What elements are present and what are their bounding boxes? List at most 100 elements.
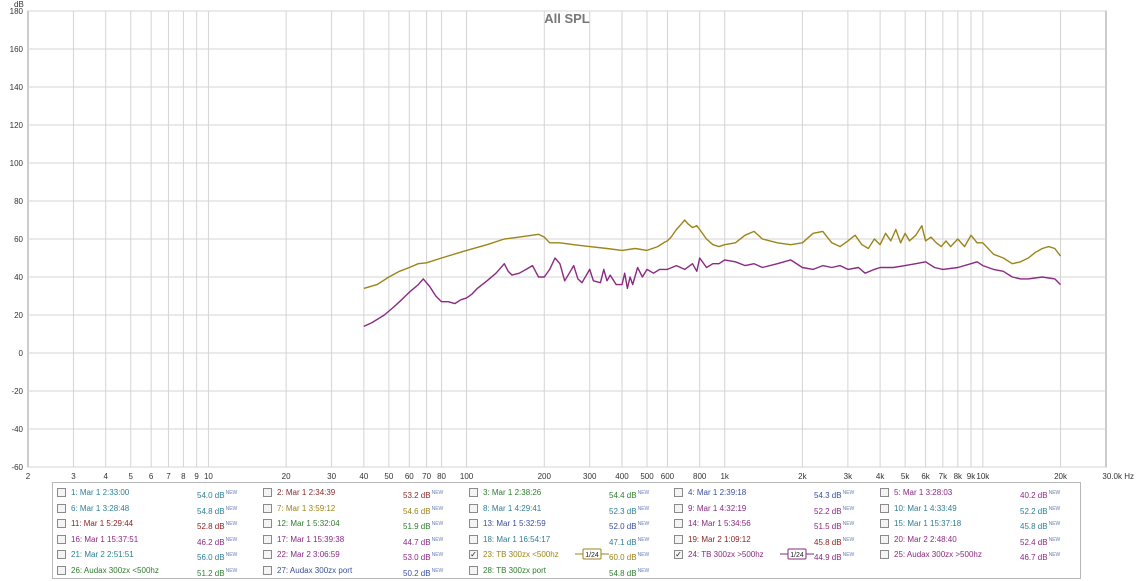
legend-item[interactable]: 13: Mar 1 5:32:59 52.0 dBNEW: [469, 517, 669, 531]
legend-value: 60.0 dBNEW: [609, 549, 649, 564]
legend-checkbox[interactable]: [57, 534, 66, 544]
legend-item[interactable]: ✓ 23: TB 300zx <500hz 1/24 60.0 dBNEW: [469, 548, 669, 562]
smoothing-label: 1/24: [585, 552, 599, 559]
x-tick-label: 10k: [976, 472, 990, 481]
legend-item[interactable]: 6: Mar 1 3:28:48 54.8 dBNEW: [57, 502, 257, 516]
legend-value-text: 52.4 dB: [1020, 537, 1048, 547]
new-badge: NEW: [431, 567, 444, 574]
legend-item[interactable]: 10: Mar 1 4:33:49 52.2 dBNEW: [880, 502, 1080, 516]
x-tick-label: 6k: [921, 472, 930, 481]
legend-item[interactable]: 19: Mar 2 1:09:12 45.8 dBNEW: [674, 533, 874, 547]
new-badge: NEW: [225, 505, 238, 512]
x-tick-label: 9: [194, 472, 199, 481]
legend-value: 44.9 dBNEW: [814, 549, 854, 564]
legend-value-text: 47.1 dB: [609, 537, 637, 547]
legend-item[interactable]: 28: TB 300zx port 54.8 dBNEW: [469, 564, 669, 578]
legend-item[interactable]: 22: Mar 2 3:06:59 53.0 dBNEW: [263, 548, 463, 562]
legend-item[interactable]: 3: Mar 1 2:38:26 54.4 dBNEW: [469, 486, 669, 500]
x-tick-label: 30: [327, 472, 336, 481]
legend-item[interactable]: 9: Mar 1 4:32:19 52.2 dBNEW: [674, 502, 874, 516]
legend-checkbox[interactable]: [57, 550, 66, 559]
legend-item[interactable]: 21: Mar 2 2:51:51 56.0 dBNEW: [57, 548, 257, 562]
legend-checkbox[interactable]: [880, 503, 889, 513]
legend-name: 9: Mar 1 4:32:19: [688, 503, 747, 513]
x-tick-label: 600: [661, 472, 675, 481]
y-tick-label: 80: [14, 197, 23, 206]
legend-name: 28: TB 300zx port: [483, 565, 546, 575]
legend-checkbox[interactable]: [469, 565, 478, 575]
x-tick-label: 3k: [844, 472, 853, 481]
new-badge: NEW: [637, 567, 650, 574]
x-tick-label: 50: [384, 472, 393, 481]
legend-value: 52.2 dBNEW: [814, 503, 854, 518]
legend-item[interactable]: 7: Mar 1 3:59:12 54.6 dBNEW: [263, 502, 463, 516]
smoothing-box: [582, 548, 602, 560]
legend-item[interactable]: 25: Audax 300zx >500hz 46.7 dBNEW: [880, 548, 1080, 562]
legend-item[interactable]: 27: Audax 300zx port 50.2 dBNEW: [263, 564, 463, 578]
x-tick-label: 500: [640, 472, 654, 481]
new-badge: NEW: [1048, 490, 1061, 496]
legend-checkbox[interactable]: [469, 534, 478, 544]
smoothing-indicator[interactable]: 1/24: [575, 548, 609, 560]
legend-item[interactable]: 14: Mar 1 5:34:56 51.5 dBNEW: [674, 517, 874, 531]
legend-value-text: 40.2 dB: [1020, 491, 1048, 500]
legend-checkbox[interactable]: [57, 503, 66, 513]
legend-checkbox[interactable]: [674, 503, 683, 513]
x-tick-label: 3: [71, 472, 76, 481]
legend-checkbox[interactable]: [880, 534, 889, 544]
legend-name: 24: TB 300zx >500hz: [688, 550, 764, 559]
legend-checkbox[interactable]: [674, 519, 683, 528]
legend-item[interactable]: 5: Mar 1 3:28:03 40.2 dBNEW: [880, 486, 1080, 500]
legend-value-text: 51.5 dB: [814, 522, 842, 531]
legend-name: 16: Mar 1 15:37:51: [71, 534, 139, 544]
new-badge: NEW: [431, 505, 444, 512]
legend-item[interactable]: ✓ 24: TB 300zx >500hz 1/24 44.9 dBNEW: [674, 548, 874, 562]
legend-value-text: 54.6 dB: [403, 506, 431, 516]
legend-item[interactable]: 20: Mar 2 2:48:40 52.4 dBNEW: [880, 533, 1080, 547]
legend-checkbox[interactable]: ✓: [469, 550, 478, 559]
legend-checkbox[interactable]: [263, 565, 272, 575]
legend-name: 18: Mar 1 16:54:17: [483, 534, 551, 544]
legend-checkbox[interactable]: [263, 534, 272, 544]
legend-checkbox[interactable]: [880, 519, 889, 528]
legend-item[interactable]: 4: Mar 1 2:39:18 54.3 dBNEW: [674, 486, 874, 500]
legend-checkbox[interactable]: [880, 550, 889, 559]
legend-name: 8: Mar 1 4:29:41: [483, 503, 542, 513]
legend-value-text: 54.0 dB: [197, 491, 225, 500]
legend-checkbox[interactable]: [57, 488, 66, 497]
legend-item[interactable]: 11: Mar 1 5:29:44 52.8 dBNEW: [57, 517, 257, 531]
x-tick-label: 8: [181, 472, 186, 481]
legend-checkbox[interactable]: [469, 519, 478, 528]
legend-value-text: 44.7 dB: [403, 537, 431, 547]
legend-checkbox[interactable]: [674, 488, 683, 497]
legend-item[interactable]: 15: Mar 1 15:37:18 45.8 dBNEW: [880, 517, 1080, 531]
legend-item[interactable]: 17: Mar 1 15:39:38 44.7 dBNEW: [263, 533, 463, 547]
legend-item[interactable]: 26: Audax 300zx <500hz 51.2 dBNEW: [57, 564, 257, 578]
legend-checkbox[interactable]: [469, 488, 478, 497]
legend-name: 13: Mar 1 5:32:59: [483, 519, 546, 528]
smoothing-indicator[interactable]: 1/24: [780, 548, 814, 560]
legend-checkbox[interactable]: [263, 550, 272, 559]
legend-value: 54.3 dBNEW: [814, 487, 854, 502]
legend-item[interactable]: 16: Mar 1 15:37:51 46.2 dBNEW: [57, 533, 257, 547]
legend-checkbox[interactable]: [263, 488, 272, 497]
legend-checkbox[interactable]: [263, 503, 272, 513]
new-badge: NEW: [431, 490, 444, 496]
legend-item[interactable]: 1: Mar 1 2:33:00 54.0 dBNEW: [57, 486, 257, 500]
legend-item[interactable]: 12: Mar 1 5:32:04 51.9 dBNEW: [263, 517, 463, 531]
legend-checkbox[interactable]: [263, 519, 272, 528]
legend-value: 52.3 dBNEW: [609, 503, 649, 518]
x-tick-label: 800: [693, 472, 707, 481]
legend-name: 2: Mar 1 2:34:39: [277, 488, 336, 497]
legend-checkbox[interactable]: [57, 565, 66, 575]
legend-checkbox[interactable]: [57, 519, 66, 528]
legend-item[interactable]: 8: Mar 1 4:29:41 52.3 dBNEW: [469, 502, 669, 516]
y-tick-label: 100: [10, 159, 24, 168]
legend-item[interactable]: 2: Mar 1 2:34:39 53.2 dBNEW: [263, 486, 463, 500]
legend-item[interactable]: 18: Mar 1 16:54:17 47.1 dBNEW: [469, 533, 669, 547]
legend-checkbox[interactable]: [880, 488, 889, 497]
legend-checkbox[interactable]: [469, 503, 478, 513]
legend-checkbox[interactable]: ✓: [674, 550, 683, 559]
legend-value: 40.2 dBNEW: [1020, 487, 1060, 502]
legend-checkbox[interactable]: [674, 534, 683, 544]
